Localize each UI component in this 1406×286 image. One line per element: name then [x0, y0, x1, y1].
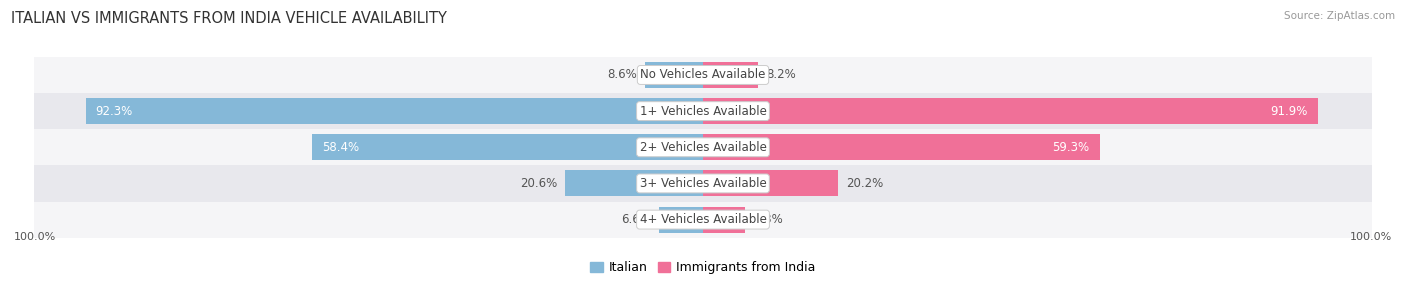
Bar — [34, 129, 1372, 165]
Bar — [312, 134, 703, 160]
Text: 3+ Vehicles Available: 3+ Vehicles Available — [640, 177, 766, 190]
Text: 91.9%: 91.9% — [1270, 105, 1308, 118]
Bar — [645, 62, 703, 88]
Text: 6.6%: 6.6% — [621, 213, 651, 226]
Bar — [703, 134, 1099, 160]
Text: No Vehicles Available: No Vehicles Available — [640, 68, 766, 82]
Text: 100.0%: 100.0% — [14, 232, 56, 242]
Bar — [703, 170, 838, 196]
Text: 59.3%: 59.3% — [1053, 141, 1090, 154]
Text: 20.6%: 20.6% — [520, 177, 557, 190]
Text: 1+ Vehicles Available: 1+ Vehicles Available — [640, 105, 766, 118]
Bar — [34, 202, 1372, 238]
Bar — [703, 206, 745, 233]
Text: 8.6%: 8.6% — [607, 68, 637, 82]
Text: 58.4%: 58.4% — [322, 141, 360, 154]
Text: 6.3%: 6.3% — [754, 213, 783, 226]
Text: 8.2%: 8.2% — [766, 68, 796, 82]
Text: 4+ Vehicles Available: 4+ Vehicles Available — [640, 213, 766, 226]
Text: 20.2%: 20.2% — [846, 177, 883, 190]
Bar — [34, 57, 1372, 93]
Bar — [565, 170, 703, 196]
Text: 100.0%: 100.0% — [1350, 232, 1392, 242]
Bar — [86, 98, 703, 124]
Text: 92.3%: 92.3% — [96, 105, 134, 118]
Bar — [703, 62, 758, 88]
Bar — [703, 98, 1317, 124]
Text: ITALIAN VS IMMIGRANTS FROM INDIA VEHICLE AVAILABILITY: ITALIAN VS IMMIGRANTS FROM INDIA VEHICLE… — [11, 11, 447, 26]
Legend: Italian, Immigrants from India: Italian, Immigrants from India — [585, 256, 821, 279]
Bar — [659, 206, 703, 233]
Text: 2+ Vehicles Available: 2+ Vehicles Available — [640, 141, 766, 154]
Bar — [34, 165, 1372, 202]
Text: Source: ZipAtlas.com: Source: ZipAtlas.com — [1284, 11, 1395, 21]
Bar — [34, 93, 1372, 129]
